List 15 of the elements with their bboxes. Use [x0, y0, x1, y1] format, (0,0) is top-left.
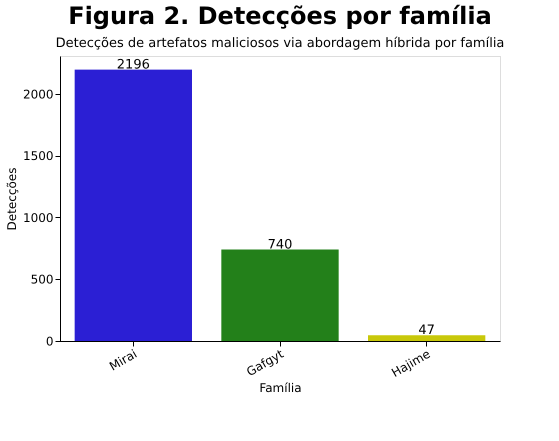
- data-label: 47: [418, 323, 435, 338]
- chart-subtitle: Detecções de artefatos maliciosos via abordagem híbrida por família: [56, 36, 504, 51]
- y-tick-label: 1500: [22, 149, 54, 164]
- data-label: 740: [268, 238, 292, 253]
- data-label: 2196: [116, 58, 150, 73]
- y-tick-label: 500: [30, 272, 54, 287]
- x-axis-title: Família: [259, 381, 302, 396]
- bar: [221, 250, 339, 341]
- y-tick-label: 2000: [22, 87, 54, 102]
- y-tick-label: 0: [46, 334, 54, 348]
- y-axis-title: Detecções: [4, 168, 19, 230]
- chart-title: Figura 2. Detecções por família: [68, 2, 492, 30]
- y-tick-label: 1000: [22, 210, 54, 225]
- bar: [368, 335, 486, 341]
- bar: [74, 70, 192, 341]
